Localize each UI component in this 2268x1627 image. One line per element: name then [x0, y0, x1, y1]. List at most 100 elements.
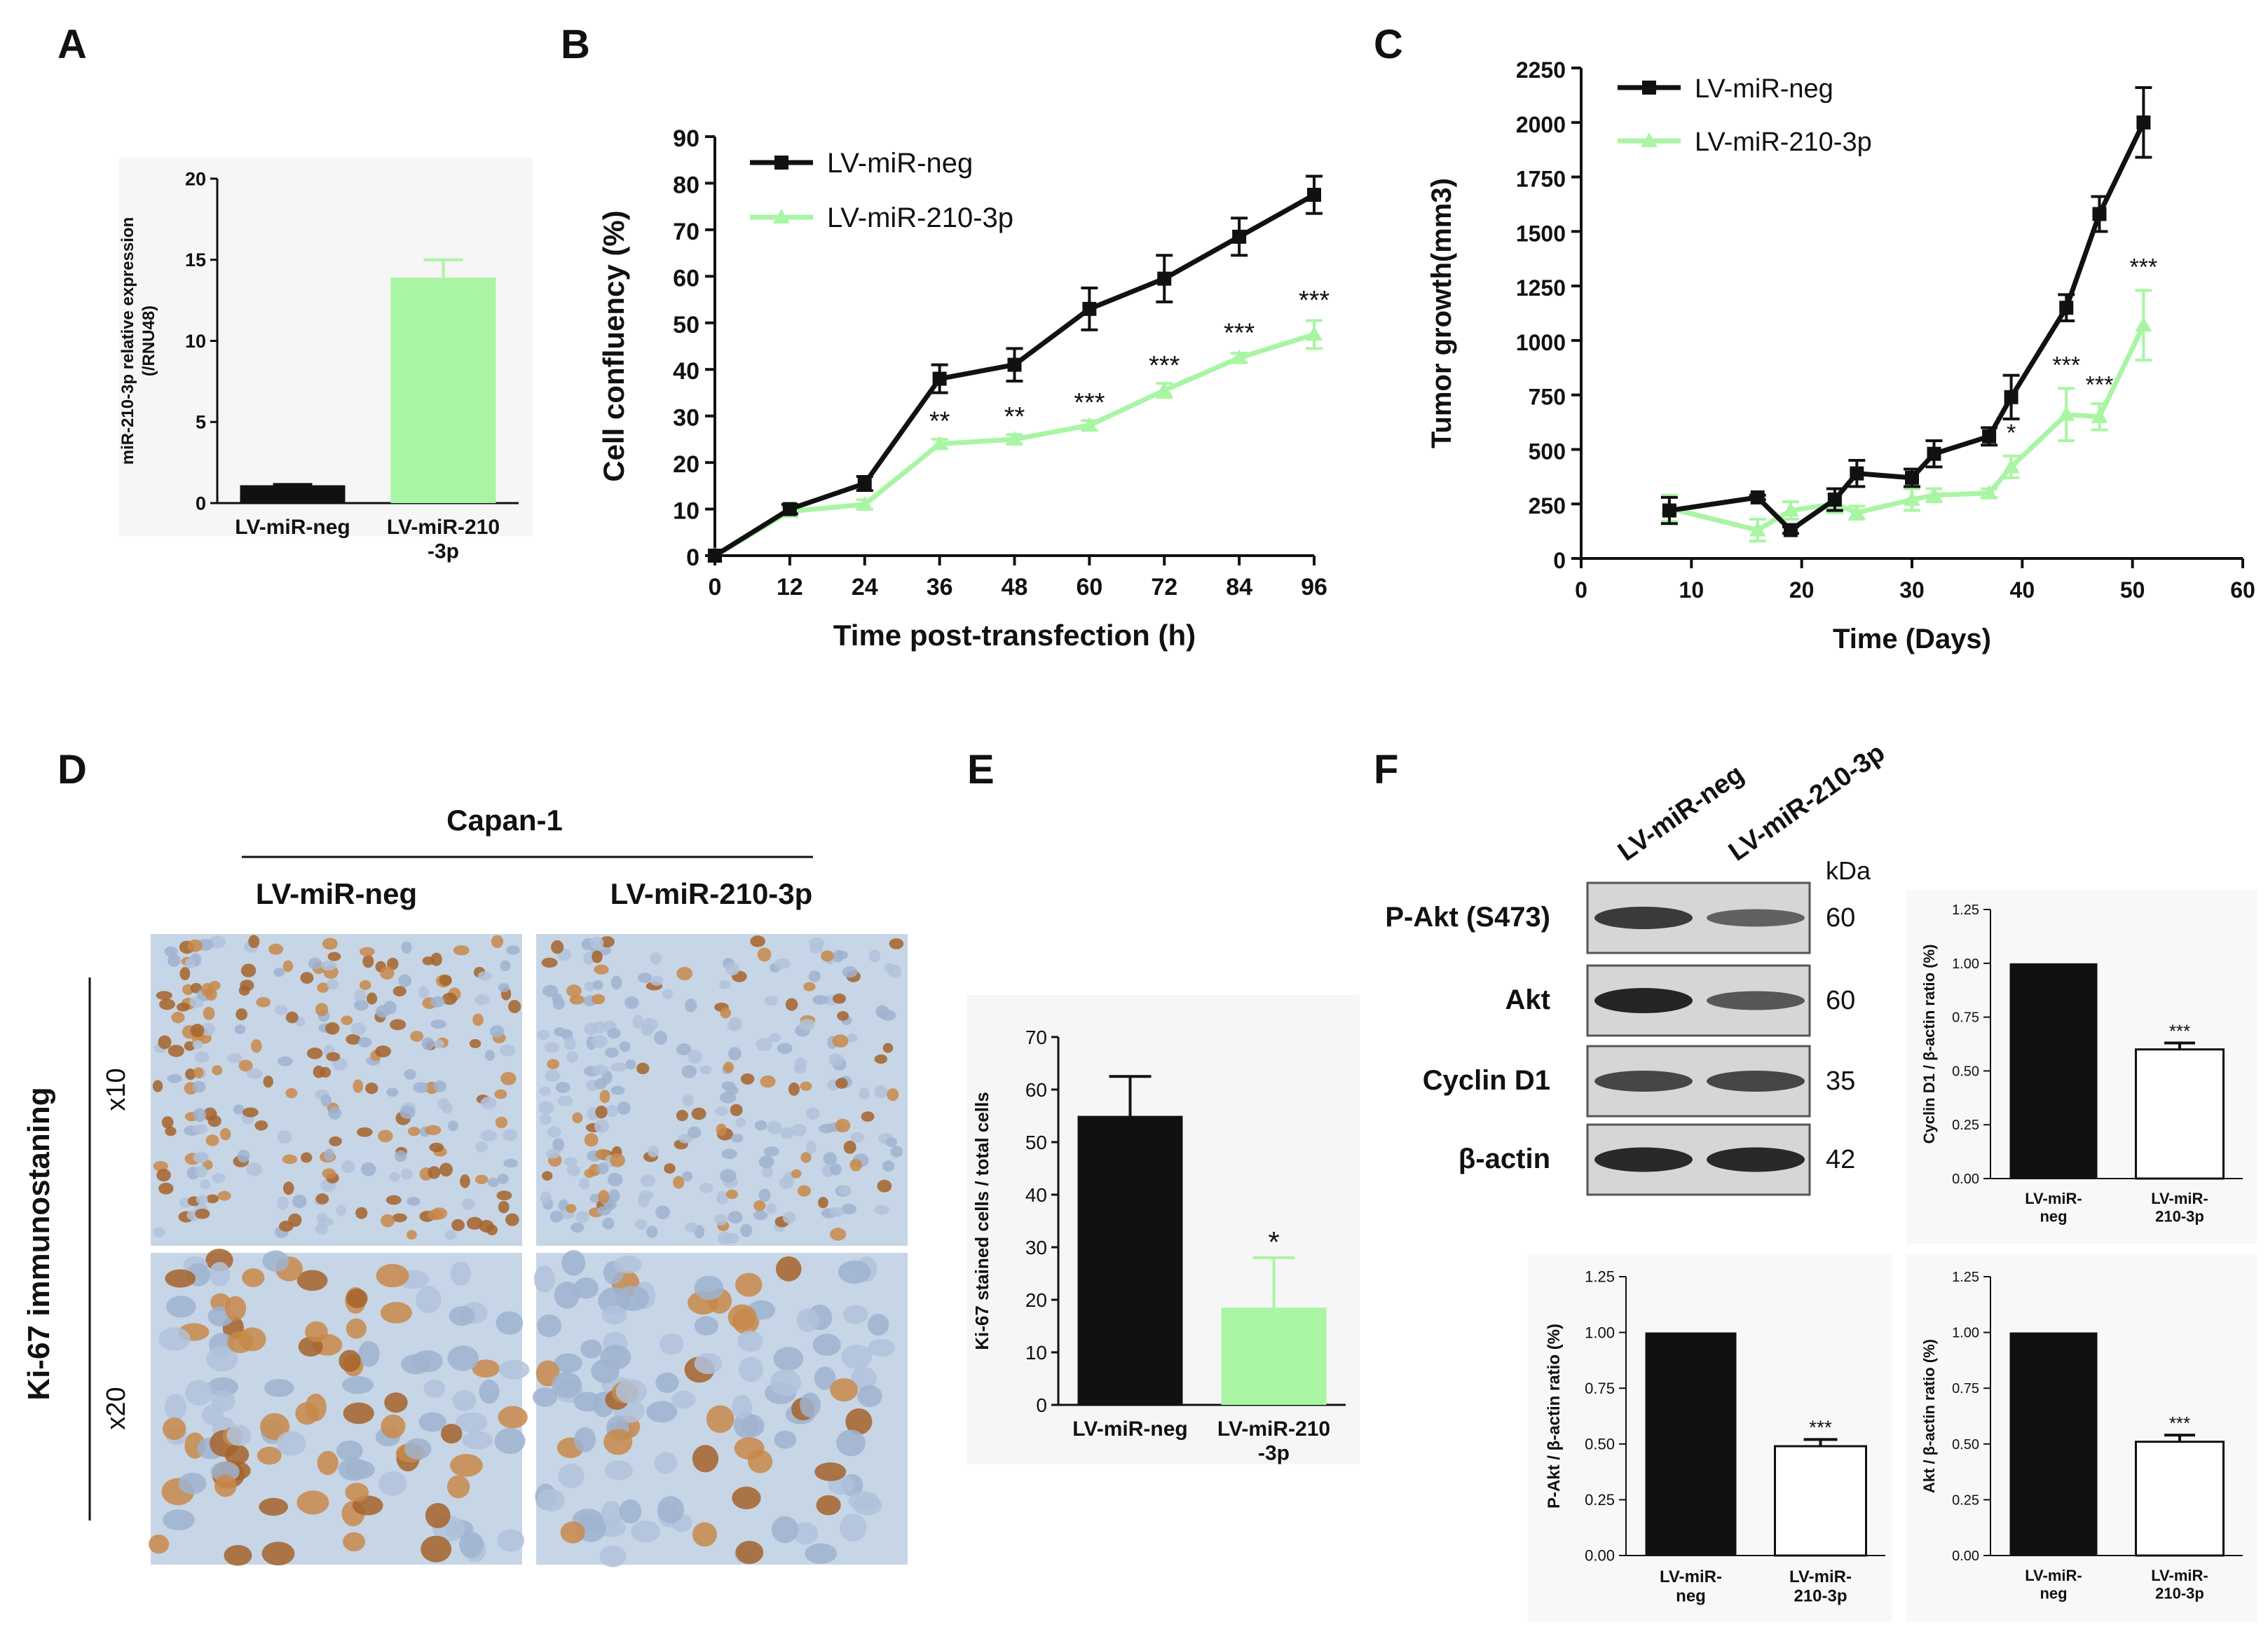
nucleus	[584, 1133, 599, 1147]
nucleus	[694, 1352, 723, 1375]
data-point	[2136, 115, 2151, 130]
panel-e-bar-chart: 0 10 20 30 40 50 60 70 LV-miR-neg * LV-miR-210-3p K…	[967, 995, 1360, 1465]
nucleus	[421, 1037, 435, 1050]
nucleus	[498, 1200, 510, 1214]
significance-label: ***	[2169, 1413, 2190, 1434]
nucleus	[192, 1124, 208, 1134]
nucleus	[386, 1087, 399, 1097]
nucleus	[359, 980, 371, 990]
significance-label: ***	[1149, 351, 1180, 380]
nucleus	[838, 1186, 852, 1195]
nucleus	[248, 935, 260, 949]
nucleus	[694, 1275, 724, 1300]
nucleus	[830, 1228, 847, 1241]
nucleus	[498, 982, 510, 992]
nucleus	[441, 1424, 463, 1444]
x-tick-label: 84	[1226, 574, 1252, 600]
nucleus	[494, 1428, 526, 1455]
nucleus	[584, 1169, 595, 1179]
nucleus	[608, 1189, 620, 1202]
nucleus	[725, 962, 740, 976]
nucleus	[617, 1101, 631, 1115]
nucleus	[268, 943, 284, 955]
nucleus	[212, 1065, 223, 1076]
y-tick-label: 0.00	[1585, 1547, 1615, 1565]
nucleus	[341, 1160, 355, 1174]
nucleus	[282, 960, 294, 973]
y-tick-label: 250	[1529, 493, 1566, 519]
y-axis-label: Cell confluency (%)	[597, 210, 630, 481]
nucleus	[838, 1260, 871, 1284]
nucleus	[842, 966, 858, 978]
y-tick-label: 2000	[1516, 112, 1566, 137]
significance-label: **	[1004, 402, 1025, 432]
nucleus	[760, 1075, 776, 1088]
nucleus	[259, 1497, 289, 1516]
y-axis-label: Cyclin D1 / β-actin ratio (%)	[1920, 945, 1938, 1144]
nucleus	[558, 1464, 585, 1488]
category-label: LV-miR-210	[1217, 1417, 1330, 1441]
nucleus	[389, 1172, 400, 1182]
column-label: LV-miR-210-3p	[610, 877, 813, 910]
nucleus	[560, 1521, 585, 1544]
nucleus	[357, 1037, 372, 1048]
nucleus	[770, 1368, 802, 1396]
nucleus	[206, 1345, 238, 1372]
nucleus	[341, 1015, 353, 1026]
nucleus	[306, 1048, 323, 1059]
nucleus	[880, 1010, 896, 1021]
nucleus	[682, 1094, 694, 1107]
kda-value: 60	[1826, 903, 1855, 933]
nucleus	[300, 1152, 313, 1163]
nucleus	[500, 960, 511, 972]
nucleus	[217, 1190, 231, 1201]
x-tick-label: 60	[2230, 577, 2255, 603]
significance-label: *	[2007, 420, 2016, 446]
nucleus	[354, 989, 367, 1002]
significance-label: ***	[2086, 372, 2114, 399]
nucleus	[532, 1387, 558, 1407]
data-point	[1981, 484, 1998, 500]
nucleus	[195, 1165, 207, 1178]
nucleus	[455, 1412, 488, 1432]
nucleus	[494, 1089, 507, 1099]
nucleus	[450, 1454, 483, 1477]
nucleus	[378, 1471, 407, 1496]
x-tick-label: 10	[1679, 577, 1705, 603]
nucleus	[425, 1502, 451, 1529]
nucleus	[874, 1054, 888, 1064]
legend-marker	[1641, 132, 1658, 147]
nucleus	[842, 1305, 868, 1324]
data-point	[932, 371, 947, 386]
nucleus	[779, 1127, 795, 1139]
nucleus	[165, 1269, 196, 1288]
nucleus	[187, 939, 203, 952]
nucleus	[224, 1296, 247, 1321]
cell-line-label: Capan-1	[446, 804, 563, 837]
data-point	[1306, 326, 1323, 341]
legend-marker	[774, 156, 788, 170]
nucleus	[433, 1039, 444, 1049]
category-label: -3p	[1258, 1442, 1290, 1465]
nucleus	[800, 1392, 821, 1417]
nucleus	[305, 1321, 328, 1343]
y-tick-label: 10	[185, 331, 206, 352]
panel-b-line-chart: 0 10 20 30 40 50 60 70 80 90 0 12 24 36 48 60 72 84 96 Time…	[597, 125, 1330, 652]
nucleus	[764, 995, 778, 1006]
nucleus	[566, 1204, 577, 1214]
nucleus	[694, 1316, 718, 1336]
y-tick-label: 750	[1529, 385, 1566, 410]
y-tick-label: 70	[673, 219, 699, 245]
nucleus	[714, 1214, 728, 1226]
nucleus	[336, 1440, 363, 1462]
nucleus	[200, 1179, 211, 1190]
nucleus	[506, 945, 520, 955]
nucleus	[812, 995, 828, 1005]
nucleus	[735, 1118, 746, 1128]
nucleus	[756, 1038, 772, 1052]
nucleus	[262, 1250, 289, 1272]
nucleus	[800, 1152, 812, 1163]
nucleus	[358, 1340, 380, 1367]
data-point	[1904, 491, 1920, 506]
